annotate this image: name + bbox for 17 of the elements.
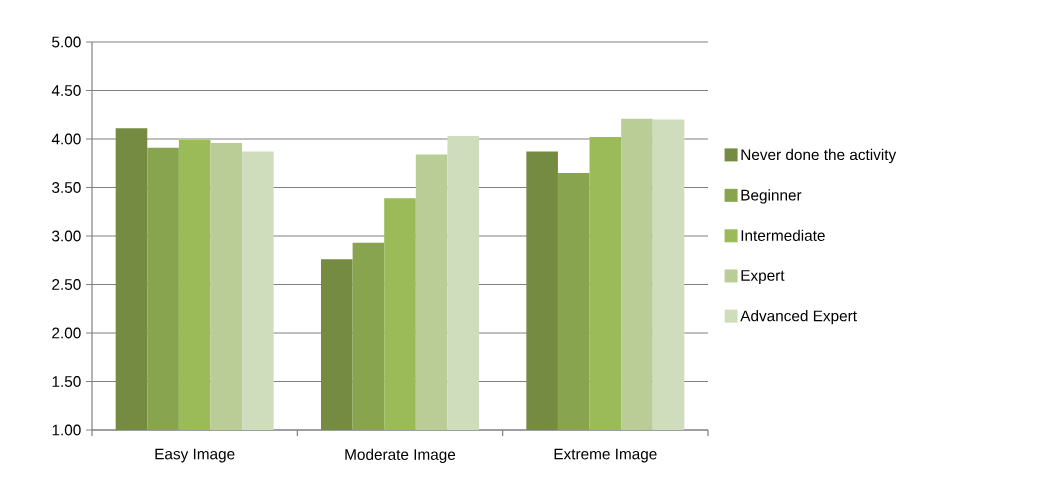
y-tick-label: 1.50 <box>52 376 81 387</box>
x-tick-label: Extreme Image <box>554 448 657 463</box>
y-tick-label: 4.50 <box>51 85 81 96</box>
y-tick-label: 2.50 <box>52 279 81 290</box>
y-tick-label: 1.00 <box>52 424 81 436</box>
x-tick-label: Moderate Image <box>345 448 456 463</box>
legend-label: Expert <box>741 270 785 284</box>
y-tick-label: 3.50 <box>52 182 81 193</box>
legend-label: Never done the activity <box>741 148 897 164</box>
legend-label: Advanced Expert <box>740 310 857 325</box>
y-tick-label: 3.00 <box>52 230 81 242</box>
legend-label: Beginner <box>741 189 802 204</box>
y-tick-label: 4.00 <box>51 133 81 145</box>
y-tick-label: 2.00 <box>52 327 81 339</box>
x-tick-label: Easy Image <box>155 448 235 463</box>
y-tick-label: 5.00 <box>52 36 81 48</box>
legend-label: Intermediate <box>741 229 825 241</box>
